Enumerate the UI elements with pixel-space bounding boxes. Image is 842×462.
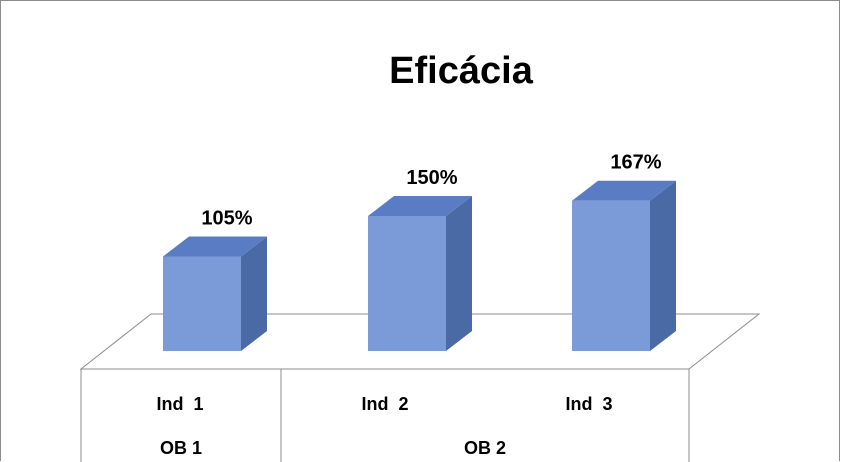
bar-side-face	[241, 236, 267, 351]
group-label-ob-2: OB 2	[464, 438, 506, 458]
value-label-ind-1: 105%	[201, 208, 252, 230]
bar-3	[572, 180, 676, 351]
bar-front-face	[572, 200, 650, 351]
bar-1	[163, 236, 267, 351]
group-label-ob-1: OB 1	[160, 438, 202, 458]
bar-top-face	[368, 196, 472, 216]
bar-front-face	[368, 216, 446, 351]
bar-top-face	[572, 180, 676, 201]
bars-group	[163, 180, 676, 351]
category-label-ind-1: Ind 1	[156, 394, 203, 414]
value-label-ind-2: 150%	[406, 167, 457, 189]
bar-front-face	[163, 256, 241, 351]
chart-title: Eficácia	[389, 50, 534, 92]
bar-top-face	[163, 236, 267, 257]
value-label-ind-3: 167%	[610, 152, 661, 174]
bar-side-face	[650, 180, 676, 351]
category-label-ind-3: Ind 3	[565, 394, 612, 414]
bar-2	[368, 196, 472, 351]
bar-side-face	[446, 196, 472, 351]
category-label-ind-2: Ind 2	[361, 394, 408, 414]
